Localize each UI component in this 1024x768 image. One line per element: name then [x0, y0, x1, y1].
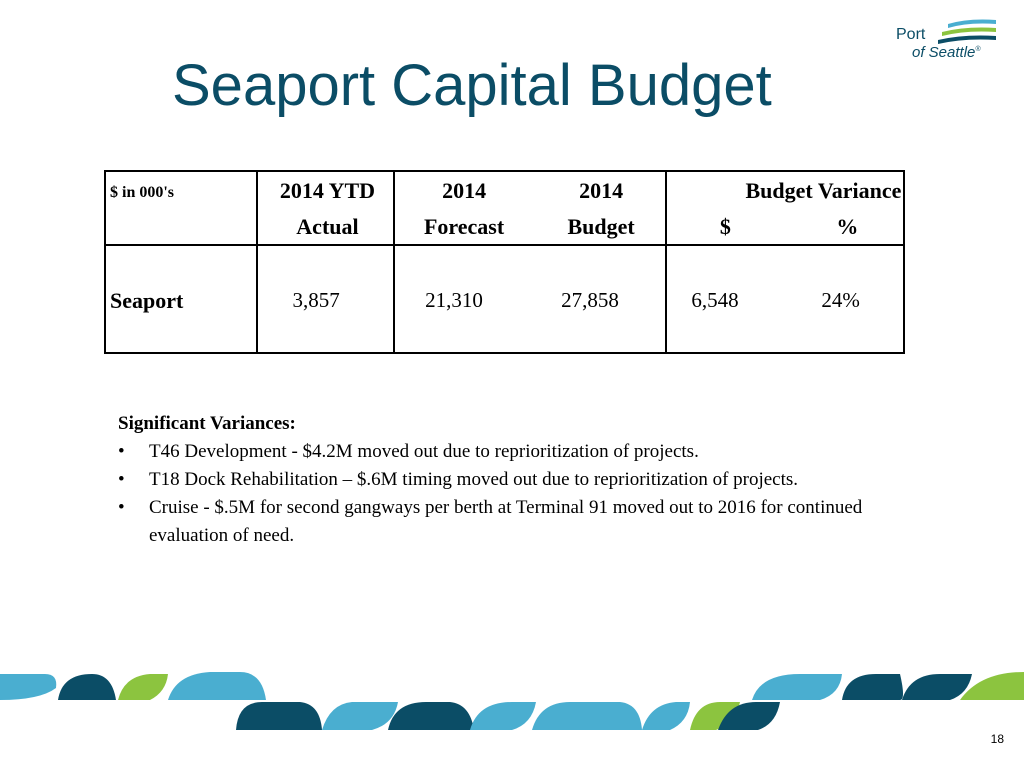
list-item: • Cruise - $.5M for second gangways per b…	[118, 494, 908, 550]
port-of-seattle-logo: Port of Seattle®	[896, 18, 1000, 66]
page-number: 18	[990, 732, 1004, 746]
footer-wave-decoration-icon	[0, 672, 1024, 730]
variance-pct-value: 24%	[821, 288, 860, 312]
header-variance-dollar: $	[719, 214, 731, 239]
note-text: Cruise - $.5M for second gangways per be…	[149, 497, 863, 546]
forecast-value: 21,310	[425, 288, 483, 312]
header-budget-line2: Budget	[567, 214, 635, 239]
budget-value: 27,858	[561, 288, 619, 312]
ytd-actual-value: 3,857	[292, 288, 340, 312]
bullet-icon: •	[118, 497, 125, 518]
header-variance-line1: Budget Variance	[745, 178, 902, 203]
header-ytd-line1: 2014 YTD	[279, 178, 376, 203]
notes-heading: Significant Variances:	[118, 413, 296, 434]
header-ytd-line2: Actual	[296, 214, 359, 239]
logo-stripes-icon	[938, 19, 996, 44]
variance-dollar-value: 6,548	[691, 288, 739, 312]
bullet-icon: •	[118, 469, 125, 490]
units-label: $ in 000's	[110, 184, 175, 201]
header-forecast-line1: 2014	[442, 178, 487, 203]
notes-list: • T46 Development - $4.2M moved out due t…	[118, 438, 908, 550]
slide-title: Seaport Capital Budget	[172, 53, 772, 118]
table-row: Seaport 3,857 21,310 27,858 6,548 24%	[105, 245, 904, 353]
logo-port-text: Port	[896, 26, 926, 43]
note-text: T46 Development - $4.2M moved out due to…	[149, 441, 699, 462]
header-budget-line1: 2014	[579, 178, 624, 203]
row-label: Seaport	[110, 288, 184, 313]
note-text: T18 Dock Rehabilitation – $.6M timing mo…	[149, 469, 799, 490]
budget-table: $ in 000's 2014 YTD Actual 2014 Forecast…	[104, 170, 905, 354]
logo-seattle-text: of Seattle®	[912, 44, 981, 61]
header-variance-pct: %	[836, 214, 859, 239]
list-item: • T18 Dock Rehabilitation – $.6M timing m…	[118, 466, 908, 494]
list-item: • T46 Development - $4.2M moved out due t…	[118, 438, 908, 466]
bullet-icon: •	[118, 441, 125, 462]
header-forecast-line2: Forecast	[423, 214, 505, 239]
variance-notes: Significant Variances: • T46 Development …	[118, 410, 908, 550]
table-header-row: $ in 000's 2014 YTD Actual 2014 Forecast…	[105, 171, 904, 246]
